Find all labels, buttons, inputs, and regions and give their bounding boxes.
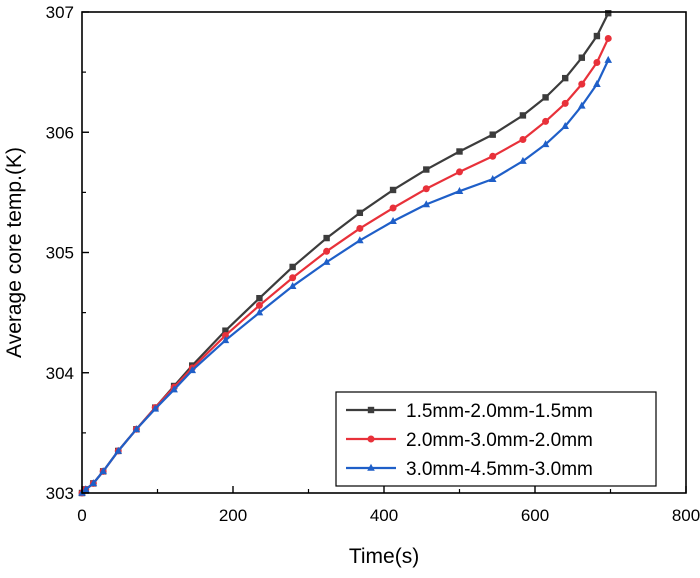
- data-point: [519, 135, 527, 143]
- data-point: [221, 336, 230, 344]
- data-point: [604, 55, 613, 63]
- data-point: [89, 479, 98, 487]
- data-point: [541, 140, 550, 148]
- data-point: [256, 294, 263, 302]
- legend-item: 2.0mm-3.0mm-2.0mm: [346, 430, 593, 451]
- data-point: [322, 257, 331, 265]
- y-axis-title: Average core temp.(K): [3, 147, 26, 358]
- data-point: [188, 366, 197, 374]
- legend-label: 3.0mm-4.5mm-3.0mm: [406, 459, 593, 480]
- series-line: [81, 59, 610, 494]
- data-point: [593, 59, 601, 67]
- y-tick-label: 306: [46, 123, 74, 142]
- data-point: [389, 217, 397, 225]
- data-point: [605, 10, 612, 17]
- data-point: [114, 446, 123, 454]
- series-3: [78, 55, 613, 496]
- x-tick-label: 800: [672, 506, 700, 525]
- data-point: [456, 148, 463, 155]
- data-point: [423, 166, 430, 173]
- data-point: [356, 224, 364, 232]
- data-point: [356, 236, 364, 244]
- data-point: [562, 74, 569, 82]
- y-tick-label: 303: [46, 484, 74, 503]
- data-point: [356, 209, 364, 217]
- data-point: [389, 204, 397, 212]
- data-point: [323, 234, 330, 242]
- data-point: [422, 200, 431, 208]
- data-point: [488, 174, 497, 182]
- legend-label: 2.0mm-3.0mm-2.0mm: [406, 430, 593, 451]
- data-point: [542, 94, 549, 101]
- data-point: [489, 131, 496, 138]
- legend-swatch-marker: [367, 406, 375, 414]
- data-point: [561, 99, 569, 107]
- data-point: [289, 263, 296, 271]
- data-point: [323, 247, 331, 255]
- data-point: [456, 168, 463, 176]
- data-point: [593, 79, 601, 87]
- data-point: [578, 54, 586, 61]
- data-point: [170, 385, 178, 393]
- data-point: [132, 425, 141, 433]
- data-point: [519, 156, 527, 164]
- data-point: [455, 186, 464, 194]
- data-point: [288, 281, 297, 289]
- legend-label: 1.5mm-2.0mm-1.5mm: [406, 401, 593, 422]
- data-point: [255, 301, 263, 309]
- legend-swatch-marker: [367, 435, 375, 443]
- data-point: [389, 186, 397, 194]
- x-tick-label: 0: [77, 506, 86, 525]
- data-point: [422, 185, 430, 193]
- legend-item: 1.5mm-2.0mm-1.5mm: [346, 401, 593, 422]
- data-point: [99, 467, 107, 475]
- data-point: [221, 331, 229, 339]
- data-point: [519, 112, 527, 119]
- legend: 1.5mm-2.0mm-1.5mm 2.0mm-3.0mm-2.0mm 3.0mm-…: [335, 391, 657, 487]
- data-point: [255, 308, 264, 316]
- data-point: [489, 152, 497, 160]
- legend-swatch-marker: [367, 463, 375, 471]
- data-point: [561, 122, 569, 130]
- data-point: [593, 32, 601, 40]
- legend-item: 3.0mm-4.5mm-3.0mm: [346, 459, 593, 480]
- data-point: [578, 101, 586, 109]
- x-tick-label: 600: [521, 506, 549, 525]
- data-point: [604, 34, 612, 42]
- y-tick-label: 307: [46, 3, 74, 22]
- data-point: [542, 117, 550, 125]
- data-point: [222, 327, 229, 334]
- x-tick-label: 400: [370, 506, 398, 525]
- x-axis-title: Time(s): [349, 545, 419, 568]
- data-point: [151, 404, 160, 412]
- axis-ticks: 0 200 400 600 800 303 304 305 306 307: [46, 3, 700, 525]
- x-tick-label: 200: [219, 506, 247, 525]
- data-point: [289, 274, 297, 282]
- y-tick-label: 304: [46, 364, 74, 383]
- y-tick-label: 305: [46, 244, 74, 263]
- series-layer: [78, 10, 613, 497]
- data-point: [81, 485, 90, 493]
- data-point: [578, 80, 586, 88]
